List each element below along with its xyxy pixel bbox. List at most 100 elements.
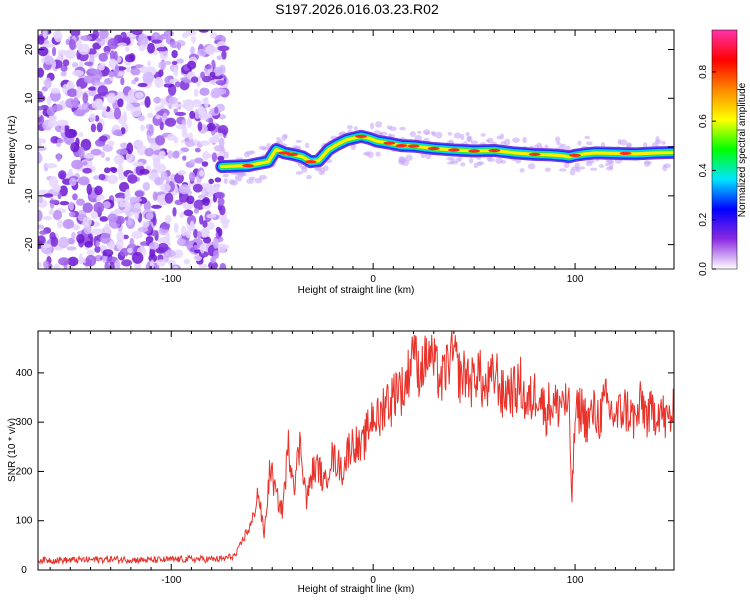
noise-blob [180, 225, 187, 237]
noise-blob [130, 67, 141, 76]
y-tick-label: 20 [24, 44, 35, 56]
noise-blob [38, 261, 42, 269]
noise-blob [94, 254, 104, 262]
noise-blob [139, 168, 150, 175]
noise-blob [194, 147, 201, 153]
halo-blob [527, 163, 536, 170]
noise-blob [148, 124, 154, 136]
noise-blob [53, 263, 61, 269]
noise-blob [165, 176, 171, 185]
noise-blob [182, 155, 187, 161]
noise-blob [171, 49, 178, 59]
noise-blob [202, 220, 208, 228]
noise-blob [117, 98, 124, 108]
noise-blob [46, 96, 52, 106]
halo-blob [370, 122, 375, 130]
noise-blob [81, 103, 88, 110]
snr-panel: -100 0 100 0 100 200 300 400 Height of straigh… [7, 330, 675, 595]
noise-blob [156, 47, 168, 52]
noise-blob [131, 30, 143, 36]
noise-blob [38, 209, 43, 222]
noise-blob [134, 77, 139, 82]
halo-blob [465, 131, 470, 137]
halo-blob [643, 142, 648, 149]
noise-blob [107, 174, 119, 185]
noise-blob [71, 69, 84, 77]
halo-blob [468, 157, 474, 164]
noise-blob [152, 157, 161, 167]
noise-blob [90, 148, 102, 156]
noise-blob [186, 195, 195, 205]
noise-blob [109, 261, 115, 269]
noise-blob [94, 185, 103, 196]
halo-blob [661, 140, 666, 145]
noise-blob [124, 54, 135, 63]
noise-blob [182, 103, 190, 109]
noise-blob [198, 112, 209, 121]
halo-blob [577, 140, 582, 146]
noise-blob [98, 30, 109, 39]
noise-blob [91, 228, 104, 235]
noise-blob [110, 167, 118, 173]
noise-blob [159, 200, 166, 206]
halo-blob [367, 151, 374, 159]
noise-blob [134, 91, 144, 99]
noise-blob [181, 32, 189, 39]
noise-blob [138, 33, 148, 46]
noise-blob [93, 70, 103, 81]
halo-blob [447, 131, 453, 136]
noise-blob [100, 151, 106, 159]
noise-blob [108, 241, 115, 250]
halo-blob [422, 129, 431, 135]
noise-blob [68, 168, 73, 178]
noise-blob [168, 96, 178, 105]
noise-blob [118, 175, 126, 181]
noise-blob [118, 201, 127, 208]
halo-blob [579, 166, 586, 170]
noise-blob [68, 201, 74, 211]
colorbar-tick-label: 0.4 [698, 163, 709, 177]
noise-blob [38, 137, 44, 144]
halo-blob [536, 142, 543, 147]
noise-blob [148, 253, 158, 263]
noise-blob [143, 200, 151, 212]
noise-blob [113, 129, 123, 137]
noise-blob [158, 151, 166, 160]
halo-blob [281, 134, 288, 141]
noise-blob [199, 243, 205, 254]
noise-blob [164, 232, 171, 243]
noise-blob [153, 176, 164, 186]
halo-blob [375, 151, 381, 157]
halo-blob [486, 137, 494, 144]
noise-blob [95, 240, 100, 248]
noise-blob [105, 156, 111, 162]
colorbar-gradient [712, 30, 737, 269]
noise-blob [83, 224, 92, 235]
noise-blob [62, 59, 70, 67]
noise-blob [98, 173, 106, 181]
noise-blob [50, 87, 61, 94]
noise-blob [125, 103, 135, 111]
noise-blob [58, 236, 70, 249]
halo-blob [409, 131, 416, 137]
x-tick-label: 100 [567, 575, 584, 586]
noise-blob [76, 39, 83, 52]
noise-blob [78, 253, 84, 265]
noise-blob [127, 217, 133, 226]
noise-blob [88, 86, 97, 91]
halo-blob [295, 139, 302, 144]
ridge-peak [383, 141, 396, 145]
noise-blob [190, 76, 199, 83]
noise-blob [213, 250, 220, 259]
spectrogram-noise-field [38, 30, 231, 269]
x-tick-label: -100 [161, 274, 181, 285]
colorbar-tick-label: 0.8 [698, 64, 709, 78]
halo-blob [519, 168, 525, 173]
noise-blob [158, 60, 167, 70]
noise-blob [144, 96, 151, 108]
halo-blob [586, 141, 593, 146]
noise-blob [95, 98, 104, 109]
noise-blob [215, 132, 224, 138]
halo-blob [248, 176, 256, 181]
